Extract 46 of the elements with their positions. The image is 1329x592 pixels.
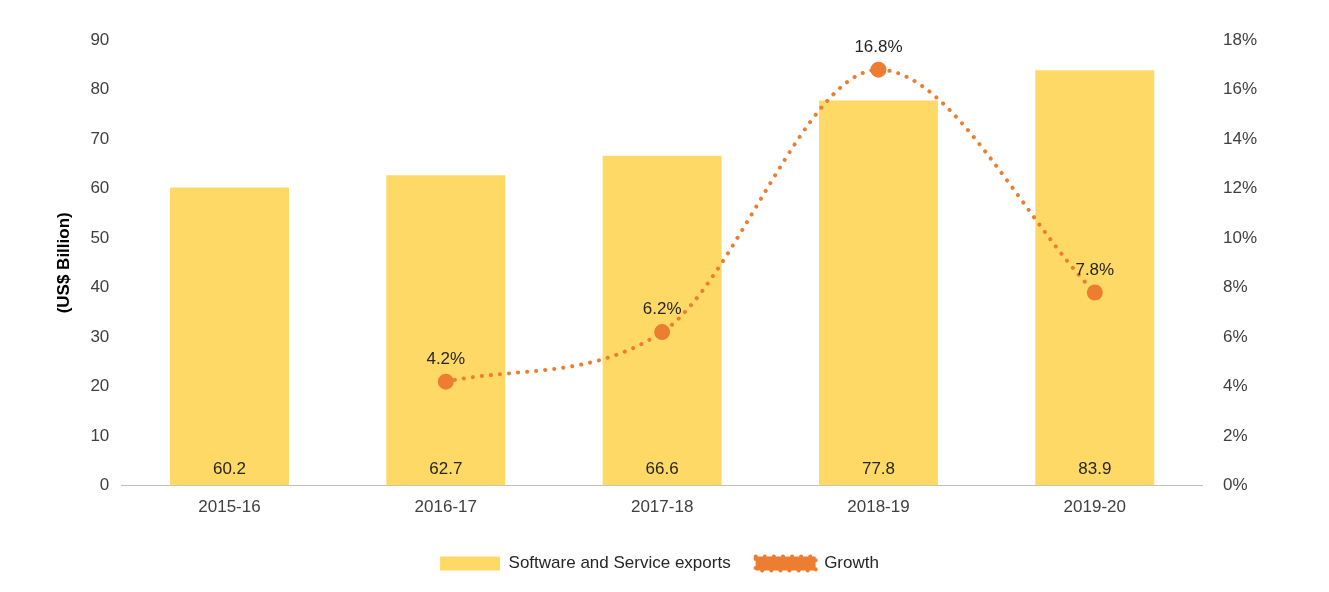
- x-tick-label: 2019-20: [1063, 497, 1126, 517]
- data-label: 4.2%: [426, 348, 466, 368]
- y2-tick-label: 0%: [1222, 475, 1248, 495]
- data-label: 62.7: [429, 458, 463, 478]
- data-label: 6.2%: [642, 299, 682, 319]
- y-tick-label: 30: [90, 326, 110, 346]
- y-tick-label: 60: [90, 178, 110, 198]
- y2-tick-label: 4%: [1222, 376, 1248, 396]
- y-tick-label: 50: [90, 227, 110, 247]
- data-label: 60.2: [212, 458, 247, 478]
- y2-tick-label: 2%: [1222, 425, 1248, 445]
- bar: [602, 155, 722, 486]
- x-tick-label: 2016-17: [414, 497, 477, 517]
- data-label: 66.6: [645, 458, 679, 478]
- bar: [386, 175, 506, 486]
- x-tick-label: 2018-19: [847, 497, 910, 517]
- data-label: 77.8: [861, 458, 896, 478]
- point: [437, 373, 454, 390]
- point: [870, 61, 887, 78]
- y-tick-label: 90: [90, 29, 110, 49]
- y-tick-label: 80: [90, 79, 110, 99]
- y-tick-label: 40: [90, 277, 110, 297]
- y-axis-title: (US$ Billion): [53, 212, 73, 314]
- y-tick-label: 20: [90, 376, 110, 396]
- y2-tick-label: 18%: [1222, 29, 1258, 49]
- y2-tick-label: 16%: [1222, 79, 1258, 99]
- y-tick-label: 10: [90, 425, 110, 445]
- y2-tick-label: 10%: [1222, 227, 1258, 247]
- y2-tick-label: 8%: [1222, 277, 1248, 297]
- data-label: 83.9: [1078, 458, 1112, 478]
- data-label: 7.8%: [1075, 259, 1115, 279]
- y2-tick-label: 12%: [1222, 178, 1258, 198]
- y-tick-label: 70: [90, 128, 110, 148]
- bar: [1035, 70, 1155, 486]
- bar: [169, 187, 289, 486]
- point: [1086, 284, 1103, 301]
- legend-label: Software and Service exports: [508, 553, 731, 573]
- y-tick-label: 0: [99, 475, 110, 495]
- data-label: 16.8%: [854, 36, 903, 56]
- point: [654, 324, 671, 341]
- bar: [818, 100, 938, 486]
- y2-tick-label: 14%: [1222, 128, 1258, 148]
- x-tick-label: 2017-18: [630, 497, 694, 517]
- y2-tick-label: 6%: [1222, 326, 1248, 346]
- x-tick-label: 2015-16: [198, 497, 261, 517]
- legend-label: Growth: [824, 553, 879, 573]
